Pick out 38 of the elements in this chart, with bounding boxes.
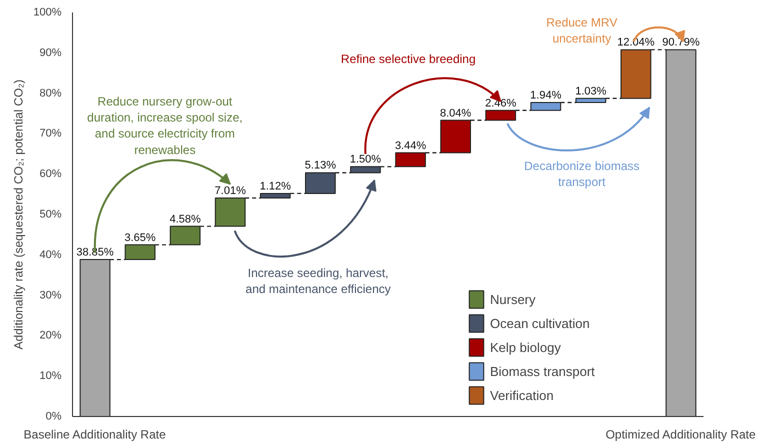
y-tick-label: 0%	[46, 410, 62, 422]
y-tick-label: 60%	[39, 168, 62, 180]
y-tick-label: 30%	[39, 289, 62, 302]
annotation: Decarbonize biomass transport	[524, 159, 640, 190]
legend-label: Nursery	[490, 292, 536, 306]
legend-label: Verification	[490, 388, 554, 402]
y-tick-label: 70%	[39, 128, 62, 140]
y-tick-label: 20%	[39, 330, 62, 342]
y-tick-label: 90%	[39, 46, 62, 59]
y-axis-title: Additionality rate (sequestered CO₂; potential CO₂)	[11, 79, 26, 350]
annotation: Reduce MRV uncertainty	[546, 16, 618, 46]
legend-label: Biomass transport	[490, 364, 595, 378]
legend-label: Kelp biology	[490, 340, 561, 354]
text: 1.03%	[575, 85, 606, 98]
text: 90.79%	[662, 36, 700, 49]
text: 38.85%	[76, 246, 114, 259]
y-tick-label: 50%	[39, 208, 62, 220]
text: 3.65%	[124, 232, 156, 244]
annotation: Refine selective breeding	[340, 52, 476, 66]
y-tick-label: 10%	[39, 370, 62, 382]
annotation: Increase seeding, harvest, and maintenance efficiency	[246, 266, 391, 296]
text: 3.44%	[394, 140, 426, 152]
legend-label: Ocean cultivation	[490, 316, 590, 330]
text: 12.04%	[617, 36, 655, 49]
text: 2.46%	[485, 97, 516, 110]
y-tick-label: 40%	[39, 248, 62, 261]
y-tick-label: 100%	[33, 6, 62, 18]
text: 4.58%	[170, 213, 201, 226]
x-tick-label: Optimized Additionality Rate	[606, 428, 756, 442]
text: 8.04%	[440, 107, 472, 120]
text: 1.50%	[350, 154, 382, 166]
x-tick-label: Baseline Additionality Rate	[24, 428, 166, 442]
text: 7.01%	[214, 184, 246, 197]
y-tick-label: 80%	[39, 87, 62, 100]
text: 1.12%	[260, 180, 291, 192]
text: 5.13%	[304, 160, 336, 172]
annotation: Reduce nursery grow-out duration, increase spool size, and source electricity from renewables	[87, 94, 243, 157]
text: 1.94%	[530, 90, 562, 102]
